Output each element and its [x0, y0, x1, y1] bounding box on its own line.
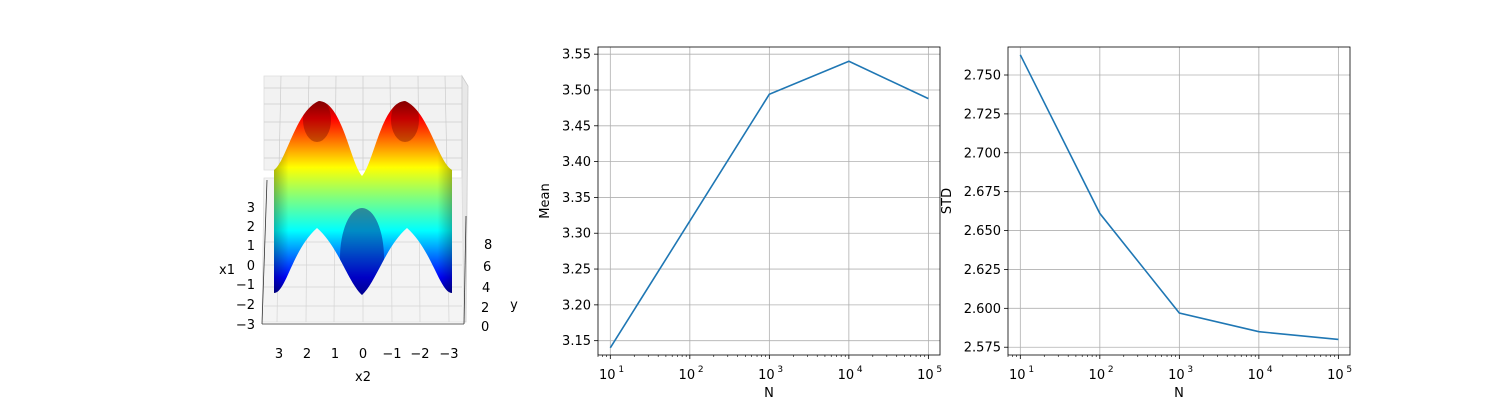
x1-tick-label: −1 [236, 278, 255, 293]
surface-plot-3d: −3 −2 −1 0 1 2 3 x1 3 2 1 0 −1 −2 −3 x2 … [219, 74, 518, 385]
x2-tick-label: 2 [303, 347, 311, 362]
x-tick-label: 10 [1327, 368, 1344, 383]
mean-chart: 3.153.203.253.303.353.403.453.503.55 10 1… [538, 46, 942, 400]
x-tick-label: 10 [599, 368, 616, 383]
x-tick-label: 10 [679, 368, 696, 383]
series-line [609, 60, 929, 349]
x-tick-label: 10 [1089, 368, 1106, 383]
x-tick-exponent: 1 [1028, 365, 1034, 375]
y-tick-label: 3.40 [562, 155, 591, 170]
y-tick-label: 4 [482, 281, 490, 296]
y-tick-label: 6 [483, 260, 491, 275]
y-axis-label: y [510, 298, 518, 313]
x-tick-exponent: 5 [1346, 365, 1352, 375]
y-tick-label: 2.700 [964, 146, 1001, 161]
x1-tick-label: 2 [247, 220, 255, 235]
x2-tick-label: 0 [359, 347, 367, 362]
x1-axis-label: x1 [219, 263, 235, 278]
x2-tick-label: −3 [439, 347, 458, 362]
y-axis-label: STD [940, 188, 955, 214]
y-tick-label: 3.55 [562, 48, 591, 63]
x-axis-label: N [1174, 386, 1184, 400]
x-tick-exponent: 3 [1187, 365, 1193, 375]
y-tick-label: 3.50 [562, 83, 591, 98]
x-axis-label: N [764, 386, 774, 400]
x2-tick-label: −2 [410, 347, 429, 362]
y-tick-label: 2.600 [964, 302, 1001, 317]
x-tick-exponent: 5 [936, 365, 942, 375]
x2-tick-label: −1 [382, 347, 401, 362]
x1-axis-line [261, 179, 268, 325]
y-tick-label: 2 [481, 301, 489, 316]
y-tick-label: 2.575 [964, 341, 1001, 356]
y-axis-line [463, 215, 467, 325]
x2-axis-label: x2 [355, 370, 371, 385]
y-tick-label: 3.35 [562, 191, 591, 206]
x-tick-label: 10 [838, 368, 855, 383]
x1-tick-label: 3 [247, 201, 255, 216]
y-tick-label: 3.45 [562, 119, 591, 134]
x-tick-exponent: 2 [1108, 365, 1114, 375]
x-tick-exponent: 4 [857, 365, 863, 375]
y-tick-label: 8 [484, 238, 492, 253]
x2-tick-label: 3 [275, 347, 283, 362]
y-axis-label: Mean [538, 183, 553, 218]
x1-tick-label: 1 [247, 239, 255, 254]
x1-tick-label: −2 [236, 298, 255, 313]
y-tick-label: 2.650 [964, 224, 1001, 239]
x-tick-exponent: 1 [618, 365, 624, 375]
x1-tick-label: 0 [247, 259, 255, 274]
x-tick-label: 10 [917, 368, 934, 383]
y-tick-label: 3.30 [562, 227, 591, 242]
x-tick-exponent: 3 [777, 365, 783, 375]
x-tick-exponent: 2 [698, 365, 704, 375]
series-line [1019, 54, 1339, 341]
y-tick-label: 2.750 [964, 69, 1001, 84]
y-tick-label: 2.675 [964, 185, 1001, 200]
y-tick-label: 3.25 [562, 263, 591, 278]
y-tick-label: 3.15 [562, 334, 591, 349]
y-tick-label: 2.625 [964, 263, 1001, 278]
x2-tick-label: 1 [331, 347, 339, 362]
x-tick-label: 10 [1168, 368, 1185, 383]
y-tick-label: 2.725 [964, 107, 1001, 122]
y-tick-label: 3.20 [562, 298, 591, 313]
y-tick-label: 0 [481, 320, 489, 335]
x1-tick-label: −3 [236, 318, 255, 333]
std-chart: 2.575 2.600 2.625 2.650 2.675 2.700 2.725 2.750… [940, 46, 1352, 400]
x-tick-exponent: 4 [1267, 365, 1273, 375]
x-tick-label: 10 [1248, 368, 1265, 383]
x-tick-label: 10 [758, 368, 775, 383]
x-tick-label: 10 [1009, 368, 1026, 383]
